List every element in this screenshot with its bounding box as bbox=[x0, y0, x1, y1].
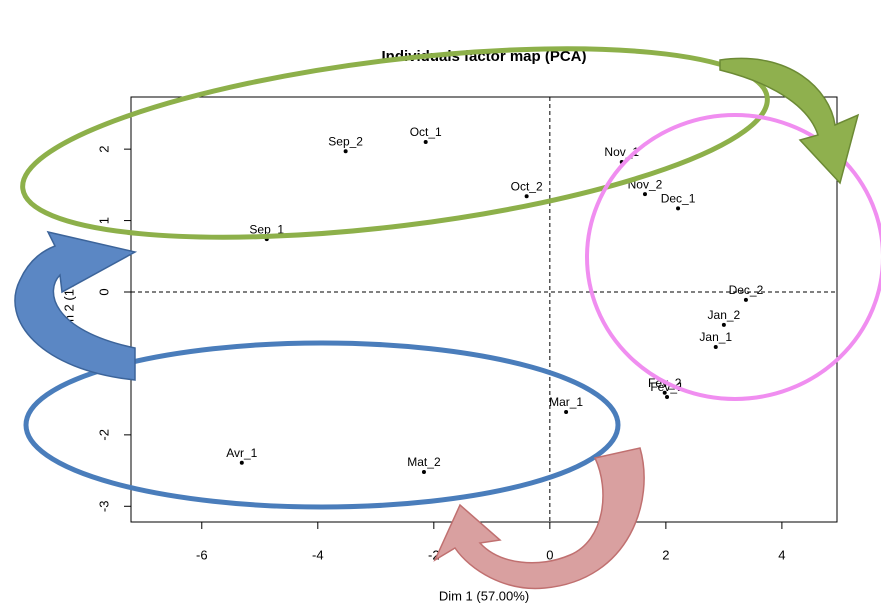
x-tick-label: 4 bbox=[778, 547, 785, 562]
point-label: Oct_1 bbox=[410, 125, 442, 139]
chart: Individuals factor map (PCA) Dim 1 (57.0… bbox=[0, 0, 881, 609]
point bbox=[422, 470, 426, 474]
point-label: Dec_1 bbox=[661, 192, 696, 206]
x-tick-label: -4 bbox=[312, 547, 324, 562]
y-tick-label: -2 bbox=[96, 429, 111, 441]
y-tick-label: -3 bbox=[96, 501, 111, 513]
point bbox=[714, 345, 718, 349]
y-tick-label: 0 bbox=[96, 288, 111, 295]
point-label: Mar_1 bbox=[549, 395, 583, 409]
point bbox=[676, 206, 680, 210]
point-label: Jan_2 bbox=[708, 308, 741, 322]
point-label: Avr_1 bbox=[226, 446, 257, 460]
point bbox=[564, 410, 568, 414]
point bbox=[424, 140, 428, 144]
point bbox=[240, 461, 244, 465]
point-label: Sep_2 bbox=[328, 134, 363, 148]
point bbox=[525, 194, 529, 198]
point bbox=[344, 149, 348, 153]
annotations bbox=[13, 15, 881, 589]
x-tick-label: -6 bbox=[196, 547, 208, 562]
point bbox=[744, 298, 748, 302]
x-tick-label: 2 bbox=[662, 547, 669, 562]
point-label: Jan_1 bbox=[699, 330, 732, 344]
point bbox=[643, 192, 647, 196]
x-axis-label: Dim 1 (57.00%) bbox=[439, 588, 529, 603]
point-label: Oct_2 bbox=[511, 179, 543, 193]
point-label: Dec_2 bbox=[729, 283, 764, 297]
y-tick-label: 2 bbox=[96, 146, 111, 153]
point bbox=[665, 395, 669, 399]
pink-arrow bbox=[435, 448, 644, 588]
y-tick-label: 1 bbox=[96, 217, 111, 224]
point bbox=[722, 323, 726, 327]
point-label: Mat_2 bbox=[407, 455, 441, 469]
data-layer: -6-4-2024-3-2-1012Sep_2Oct_1Sep_1Oct_2No… bbox=[96, 97, 837, 562]
